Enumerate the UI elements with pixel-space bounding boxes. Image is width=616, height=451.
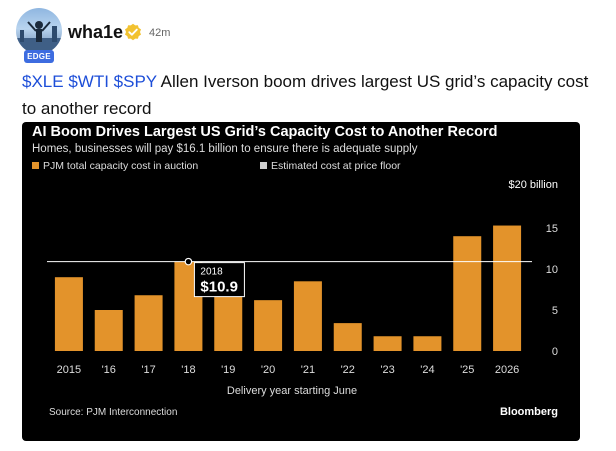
legend-label-auction: PJM total capacity cost in auction	[43, 160, 198, 172]
bar	[293, 281, 322, 351]
x-tick-label: '20	[261, 364, 275, 376]
bar-chart: AI Boom Drives Largest US Grid’s Capacit…	[32, 124, 558, 418]
y-tick-label: 10	[546, 264, 558, 276]
ticker-link[interactable]: $WTI	[68, 72, 109, 91]
x-tick-label: 2015	[57, 364, 81, 376]
username[interactable]: wha1e	[68, 22, 124, 42]
bar	[134, 295, 163, 351]
annotation-box	[193, 262, 245, 298]
annotation-value: $10.9	[200, 279, 238, 296]
post-time: 42m	[149, 27, 171, 39]
bar	[214, 293, 243, 351]
chart-image[interactable]: AI Boom Drives Largest US Grid’s Capacit…	[22, 122, 580, 441]
bar	[254, 300, 283, 351]
legend-swatch-auction	[32, 162, 39, 169]
y-unit-label: $20 billion	[508, 179, 558, 191]
bar	[373, 336, 402, 351]
y-tick-label: 0	[552, 346, 558, 358]
x-tick-label: '17	[141, 364, 155, 376]
post-body: Allen Iverson boom drives largest US gri…	[22, 72, 589, 118]
x-tick-label: '18	[181, 364, 195, 376]
x-tick-label: '21	[301, 364, 315, 376]
chart-subtitle: Homes, businesses will pay $16.1 billion…	[32, 143, 418, 155]
bar	[54, 277, 83, 351]
x-tick-label: '19	[221, 364, 235, 376]
x-tick-label: 2026	[495, 364, 519, 376]
x-tick-label: '16	[102, 364, 116, 376]
x-tick-label: '24	[420, 364, 434, 376]
bar	[453, 236, 482, 351]
bar	[413, 336, 442, 351]
avatar[interactable]	[16, 8, 62, 54]
bloomberg-logo: Bloomberg	[500, 406, 558, 418]
bar	[333, 323, 362, 351]
annotation-marker	[184, 257, 193, 266]
chart-title: AI Boom Drives Largest US Grid’s Capacit…	[32, 124, 497, 140]
x-axis-label: Delivery year starting June	[227, 385, 357, 397]
x-tick-label: '23	[380, 364, 394, 376]
x-tick-label: '22	[341, 364, 355, 376]
bar	[493, 225, 522, 351]
legend-label-price-floor: Estimated cost at price floor	[271, 160, 401, 172]
avatar-image	[16, 21, 62, 54]
x-tick-label: '25	[460, 364, 474, 376]
legend-swatch-price-floor	[260, 162, 267, 169]
post-text: $XLE $WTI $SPY Allen Iverson boom drives…	[22, 68, 602, 122]
y-tick-label: 15	[546, 223, 558, 235]
verified-check-icon	[125, 23, 141, 41]
chart-source: Source: PJM Interconnection	[49, 407, 177, 418]
y-tick-label: 5	[552, 305, 558, 317]
annotation-year: 2018	[200, 267, 223, 278]
ticker-link[interactable]: $XLE	[22, 72, 64, 91]
edge-badge: EDGE	[24, 50, 54, 63]
bar	[94, 310, 123, 351]
ticker-link[interactable]: $SPY	[113, 72, 157, 91]
